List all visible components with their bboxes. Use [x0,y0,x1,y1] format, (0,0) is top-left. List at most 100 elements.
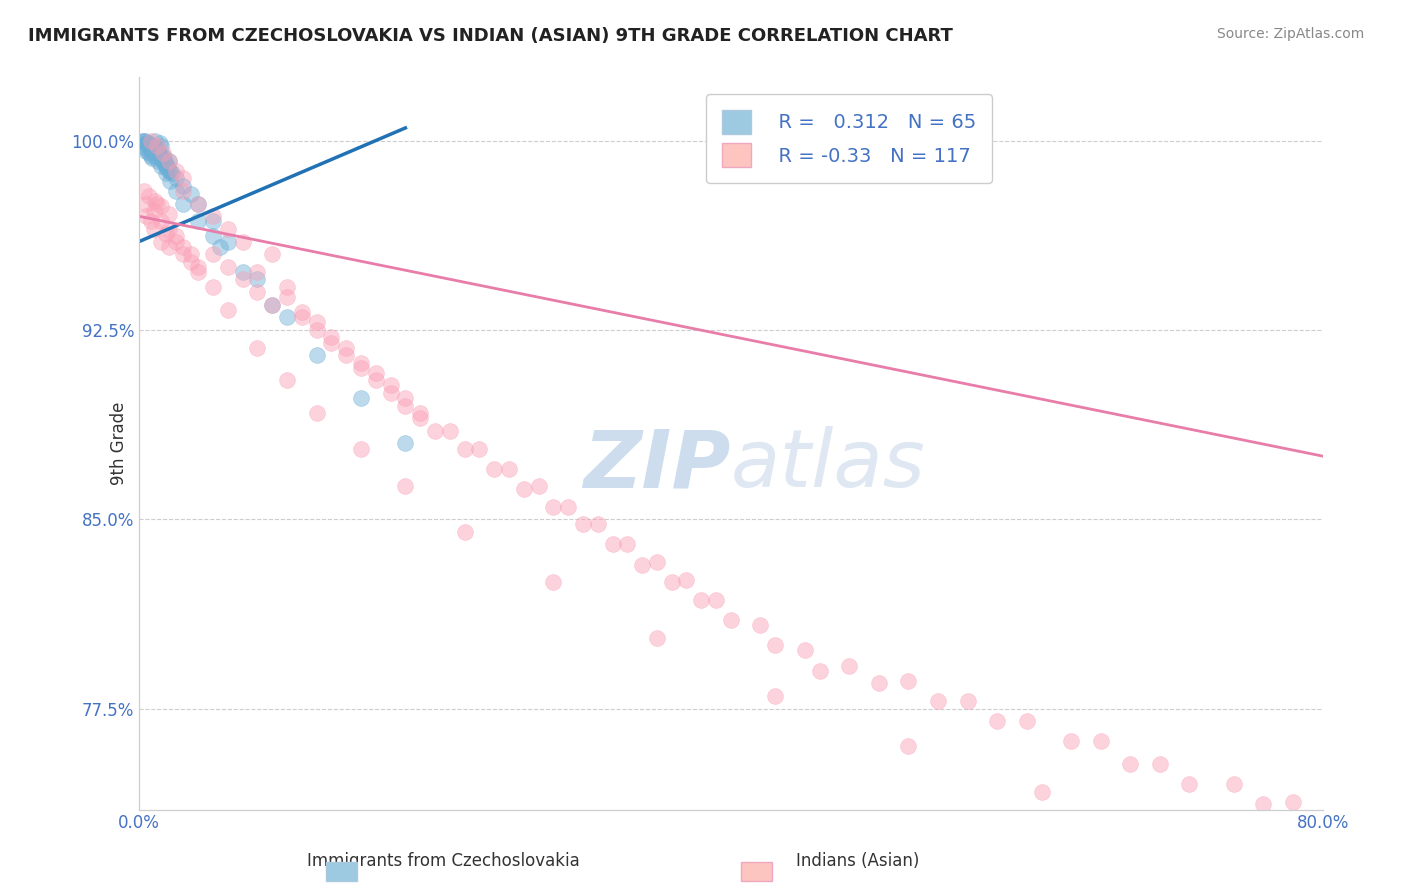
Point [165,229,187,244]
Point [986,714,1008,729]
Point [136,136,159,150]
Point [132,134,155,148]
Point [1119,757,1142,772]
Point [409,411,432,425]
Point [335,348,357,362]
Point [868,676,890,690]
Point [763,639,786,653]
Point [394,399,416,413]
Point [157,239,180,253]
Point [763,689,786,703]
Point [350,391,373,405]
Point [142,222,165,236]
Point [150,138,173,153]
Point [897,673,920,688]
Point [202,229,225,244]
Point [321,330,343,344]
Point [145,144,167,158]
Point [150,214,173,228]
Text: atlas: atlas [731,426,925,505]
Point [897,739,920,754]
Text: IMMIGRANTS FROM CZECHOSLOVAKIA VS INDIAN (ASIAN) 9TH GRADE CORRELATION CHART: IMMIGRANTS FROM CZECHOSLOVAKIA VS INDIAN… [28,27,953,45]
Point [157,153,180,168]
Point [131,134,153,148]
Point [350,360,373,375]
Point [139,134,162,148]
Point [246,272,269,286]
Point [217,222,239,236]
Point [232,272,254,286]
Point [142,204,165,219]
Point [141,144,163,158]
Point [394,479,416,493]
Point [305,406,328,420]
Point [165,164,187,178]
Point [156,159,179,173]
Point [187,196,209,211]
Point [1060,734,1083,748]
Point [527,479,550,493]
Point [153,156,176,170]
Point [217,260,239,274]
Point [380,386,402,401]
Point [232,265,254,279]
Point [927,694,949,708]
Point [139,214,162,228]
Point [142,141,165,155]
Point [173,171,195,186]
Point [146,146,169,161]
Point [704,593,727,607]
Point [616,537,638,551]
Point [159,174,181,188]
Point [1178,777,1201,791]
Point [145,134,167,148]
Point [631,558,654,572]
Point [364,366,387,380]
Point [364,373,387,387]
Point [141,151,163,165]
Point [152,153,174,168]
Point [187,265,209,279]
Point [675,573,697,587]
Point [142,138,165,153]
Point [543,575,565,590]
Point [187,214,209,228]
Point [262,247,284,261]
Point [305,348,328,362]
Point [1223,777,1246,791]
Point [209,239,232,253]
Point [262,298,284,312]
Point [148,153,170,168]
Point [246,285,269,299]
Point [134,134,156,148]
Point [152,146,174,161]
Point [350,356,373,370]
Point [146,138,169,153]
Point [135,136,157,150]
Point [152,149,174,163]
Point [159,164,181,178]
Point [139,138,162,153]
Point [276,310,298,325]
Legend:   R =   0.312   N = 65,   R = -0.33   N = 117: R = 0.312 N = 65, R = -0.33 N = 117 [706,95,993,183]
Point [350,442,373,456]
Point [246,341,269,355]
Point [202,214,225,228]
Point [793,643,815,657]
Point [148,144,170,158]
Point [1015,714,1038,729]
Point [156,161,179,176]
Point [138,146,160,161]
Point [543,500,565,514]
Point [180,247,202,261]
Point [720,613,742,627]
Point [423,424,446,438]
Point [150,235,173,249]
Point [1253,797,1275,812]
Point [139,149,162,163]
Text: Indians (Asian): Indians (Asian) [796,852,920,870]
Point [572,517,595,532]
Point [482,461,505,475]
Point [135,144,157,158]
Point [148,146,170,161]
